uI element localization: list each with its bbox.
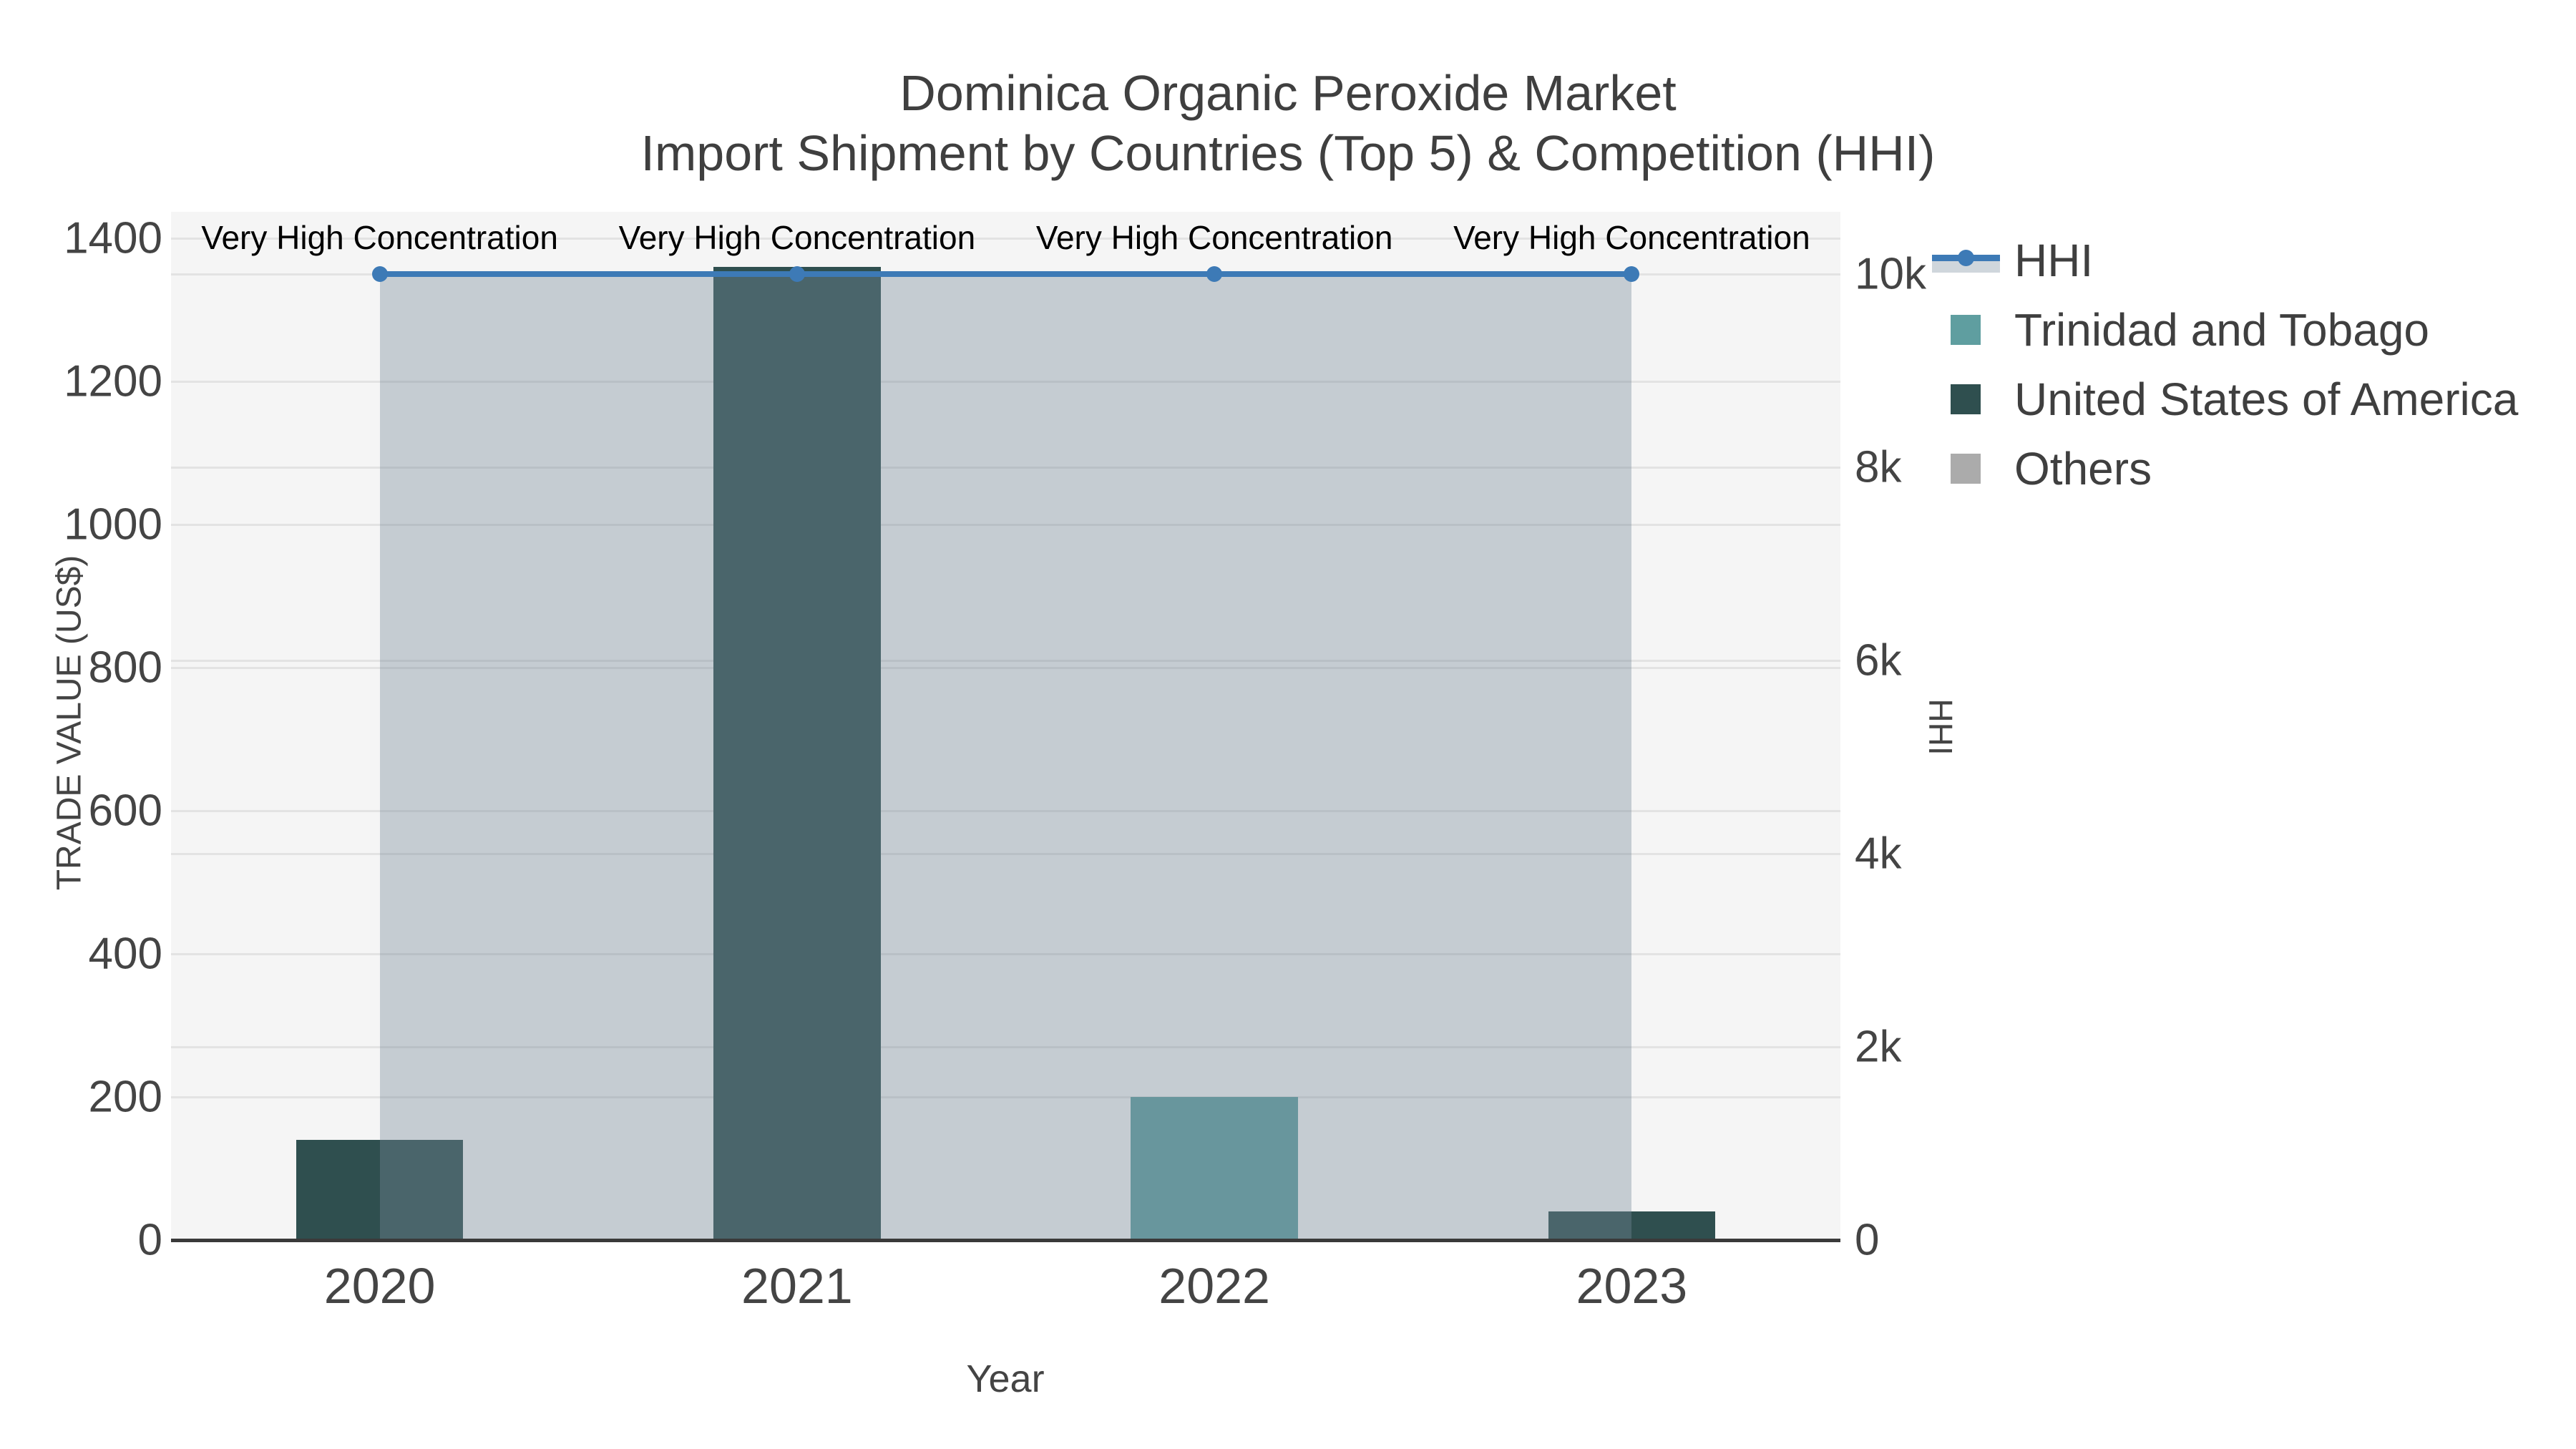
y-tick-label: 600: [88, 786, 162, 836]
legend: HHI Trinidad and Tobago United States of…: [1932, 225, 2518, 503]
y-tick-label: 1200: [64, 356, 162, 406]
x-tick-label: 2022: [1158, 1258, 1270, 1314]
annotation-very-high-concentration: Very High Concentration: [1035, 218, 1393, 256]
gridline-y-right: [171, 852, 1840, 855]
chart-title: Dominica Organic Peroxide Market: [899, 65, 1677, 121]
hhi-marker: [1206, 265, 1223, 282]
hhi-area-fill: [379, 273, 1632, 1240]
hhi-line-swatch-icon: [1932, 240, 2000, 280]
x-tick-label: 2021: [741, 1258, 853, 1314]
legend-label: HHI: [2014, 234, 2094, 286]
gridline-y-right: [171, 659, 1840, 662]
annotation-very-high-concentration: Very High Concentration: [618, 218, 976, 256]
y2-tick-label: 0: [1855, 1215, 1880, 1265]
y2-axis-title: HHI: [1922, 698, 1959, 756]
y-tick-label: 800: [88, 643, 162, 693]
legend-label: Others: [2014, 442, 2152, 494]
bar-trinidad-and-tobago: [1131, 1097, 1298, 1240]
plot-area: Very High Concentration Very High Concent…: [171, 212, 1840, 1240]
gridline-y-left: [171, 953, 1840, 955]
y2-tick-label: 8k: [1855, 442, 1902, 492]
x-axis-line: [171, 1239, 1840, 1242]
x-tick-label: 2020: [323, 1258, 436, 1314]
gridline-y-right: [171, 1045, 1840, 1048]
gridline-y-left: [171, 1096, 1840, 1098]
y-tick-label: 400: [88, 929, 162, 979]
x-tick-label: 2023: [1576, 1258, 1688, 1314]
hhi-marker: [371, 265, 388, 282]
x-axis-title: Year: [966, 1357, 1045, 1400]
bar-united-states-of-america: [296, 1140, 464, 1240]
y2-tick-label: 10k: [1855, 249, 1926, 299]
hhi-marker: [789, 265, 805, 282]
y2-tick-label: 2k: [1855, 1022, 1902, 1072]
gridline-y-left: [171, 381, 1840, 383]
bar-united-states-of-america: [1548, 1211, 1716, 1240]
square-swatch-icon: [1951, 314, 1981, 345]
y-tick-label: 200: [88, 1072, 162, 1122]
chart-subtitle: Import Shipment by Countries (Top 5) & C…: [640, 125, 1936, 181]
gridline-y-left: [171, 810, 1840, 812]
legend-label: United States of America: [2014, 373, 2519, 425]
legend-label: Trinidad and Tobago: [2014, 303, 2429, 356]
y-tick-label: 1000: [64, 499, 162, 550]
hhi-marker: [1624, 265, 1640, 282]
hhi-fill-swatch: [1932, 260, 2000, 273]
legend-item-others[interactable]: Others: [1932, 434, 2518, 503]
y-tick-label: 0: [137, 1215, 162, 1265]
y-axis-title: TRADE VALUE (US$): [50, 555, 89, 891]
annotation-very-high-concentration: Very High Concentration: [201, 218, 558, 256]
legend-item-hhi[interactable]: HHI: [1932, 225, 2518, 295]
legend-item-united-states-of-america[interactable]: United States of America: [1932, 364, 2518, 434]
square-swatch-icon: [1951, 384, 1981, 414]
y2-tick-label: 4k: [1855, 829, 1902, 879]
gridline-y-left: [171, 524, 1840, 526]
bar-united-states-of-america: [713, 267, 881, 1240]
y-tick-label: 1400: [64, 213, 162, 263]
square-swatch-icon: [1951, 453, 1981, 484]
gridline-y-left: [171, 238, 1840, 240]
annotation-very-high-concentration: Very High Concentration: [1453, 218, 1810, 256]
hhi-line: [379, 270, 1632, 277]
y2-tick-label: 6k: [1855, 635, 1902, 686]
gridline-y-left: [171, 667, 1840, 669]
legend-item-trinidad-and-tobago[interactable]: Trinidad and Tobago: [1932, 295, 2518, 364]
gridline-y-right: [171, 466, 1840, 469]
